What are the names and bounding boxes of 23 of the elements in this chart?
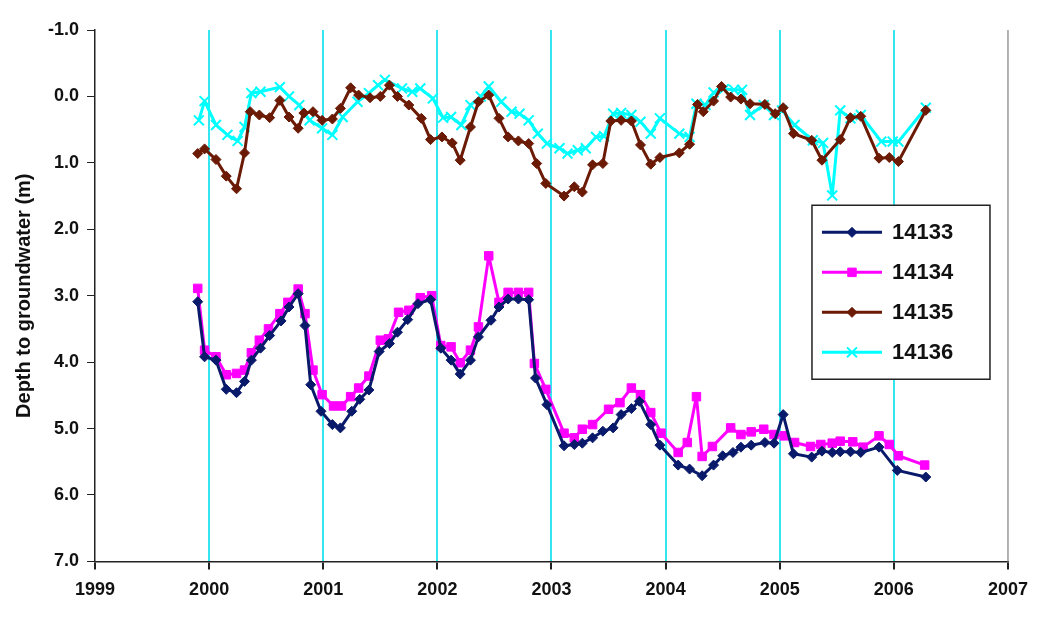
x-tick-label: 2000 <box>189 579 230 600</box>
y-tick-label: -1.0 <box>47 18 80 39</box>
x-tick-label: 2004 <box>645 579 686 600</box>
y-tick-label: 7.0 <box>53 550 80 571</box>
y-tick-label: 4.0 <box>53 351 80 372</box>
x-tick-label: 1999 <box>74 579 116 600</box>
x-tick-label: 2002 <box>417 579 458 600</box>
y-tick-label: 1.0 <box>53 151 80 172</box>
legend-label: 14133 <box>891 219 954 245</box>
x-tick-label: 2001 <box>303 579 344 600</box>
y-tick-label: 6.0 <box>53 483 80 504</box>
y-tick-label: 3.0 <box>53 284 80 305</box>
x-tick-label: 2006 <box>873 579 914 600</box>
legend-label: 14136 <box>891 339 954 365</box>
legend-label: 14134 <box>891 259 954 285</box>
x-tick-label: 2007 <box>987 579 1028 600</box>
x-tick-label: 2005 <box>759 579 800 600</box>
y-tick-label: 5.0 <box>53 417 80 438</box>
legend-label: 14135 <box>891 299 954 325</box>
y-tick-label: 0.0 <box>53 85 80 106</box>
y-tick-label: 2.0 <box>53 218 80 239</box>
x-tick-label: 2003 <box>531 579 572 600</box>
y-axis-title: Depth to groundwater (m) <box>11 173 34 418</box>
